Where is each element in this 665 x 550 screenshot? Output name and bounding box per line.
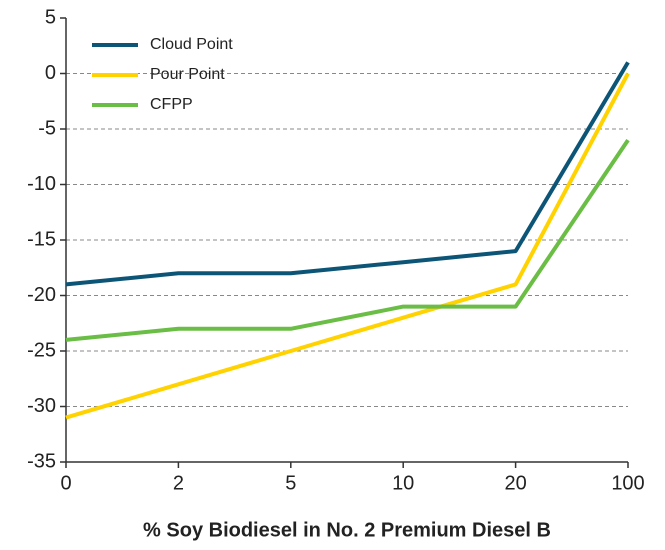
legend-label: Pour Point [150, 66, 225, 83]
y-tick-label: 5 [45, 6, 56, 28]
y-tick-label: -35 [27, 450, 56, 472]
x-axis-label: % Soy Biodiesel in No. 2 Premium Diesel … [143, 519, 551, 541]
data-line [65, 138, 630, 342]
data-line [65, 61, 630, 287]
x-tick-label: 2 [173, 472, 184, 494]
y-tick-label: -30 [27, 395, 56, 417]
legend-label: CFPP [150, 96, 193, 113]
y-tick-label: -15 [27, 228, 56, 250]
x-tick-label: 5 [285, 472, 296, 494]
legend-label: Cloud Point [150, 36, 233, 53]
x-tick-label: 100 [611, 472, 644, 494]
y-tick-label: -20 [27, 284, 56, 306]
y-tick-label: -25 [27, 339, 56, 361]
x-tick-label: 0 [60, 472, 71, 494]
y-tick-label: 0 [45, 62, 56, 84]
data-line [65, 72, 630, 420]
y-tick-label: -5 [38, 117, 56, 139]
x-tick-label: 10 [392, 472, 414, 494]
x-tick-label: 20 [504, 472, 526, 494]
y-tick-label: -10 [27, 173, 56, 195]
